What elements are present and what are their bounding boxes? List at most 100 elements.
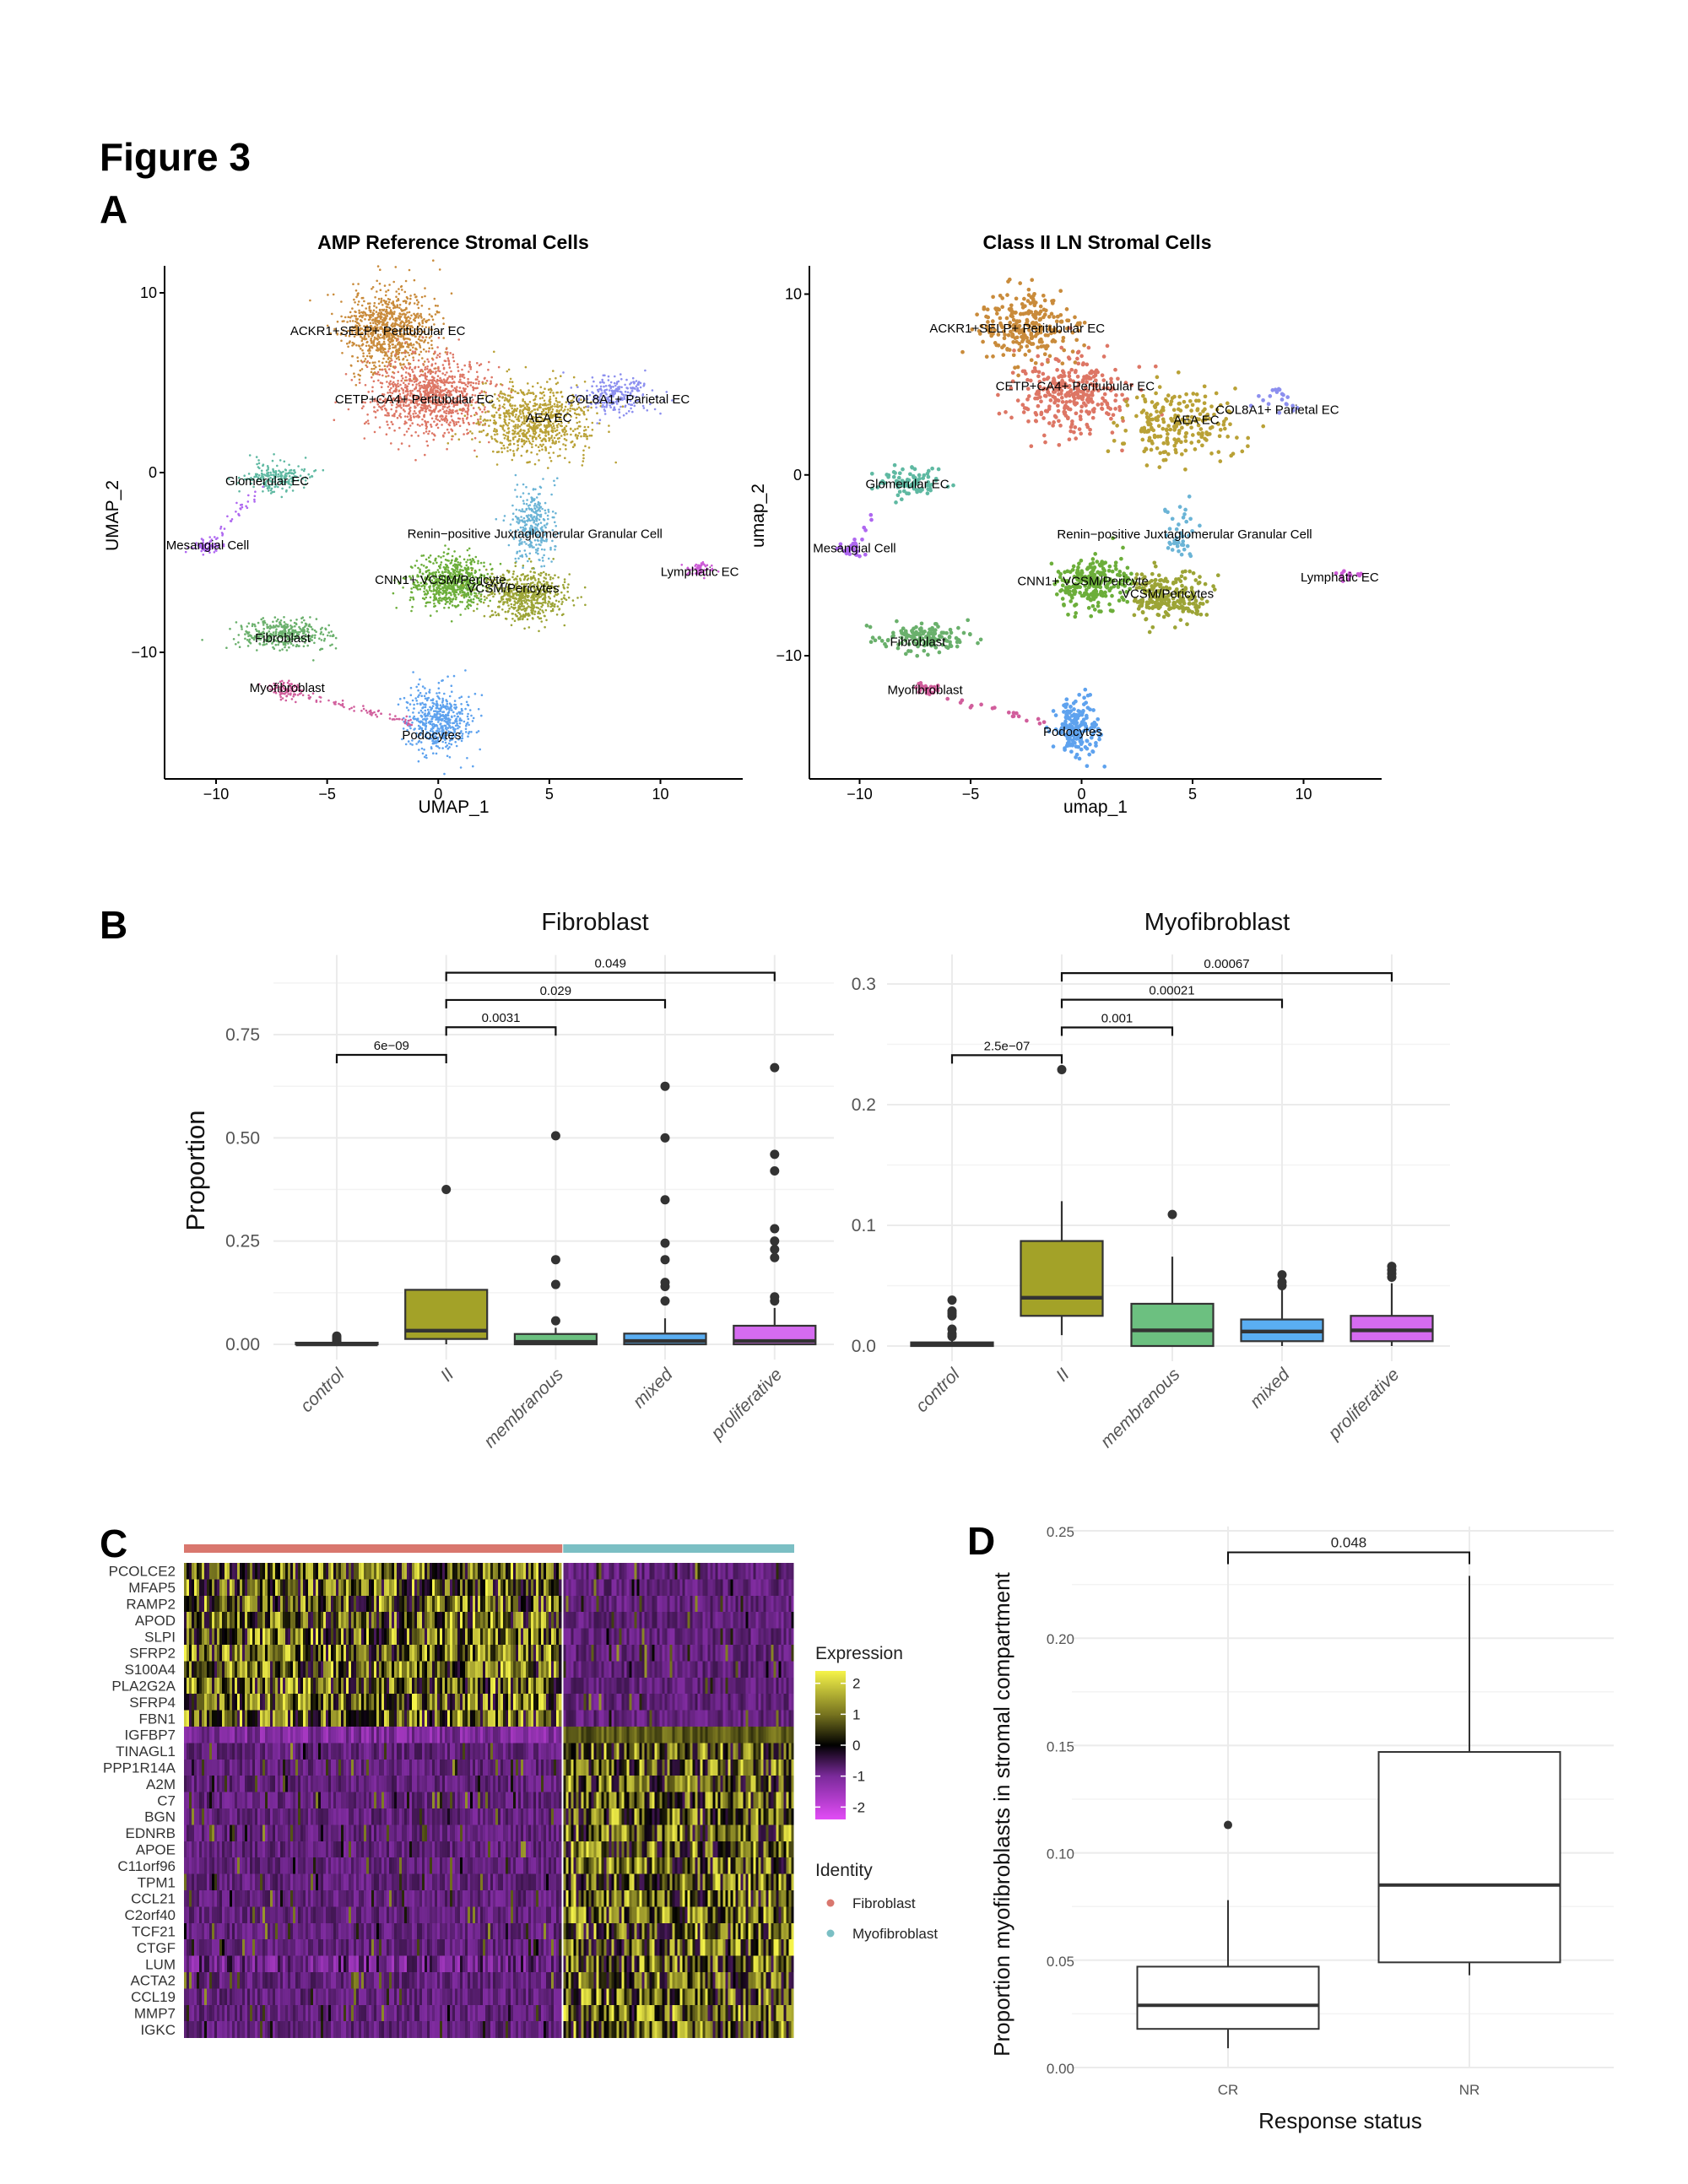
- cell-point: [553, 516, 555, 519]
- cell-point: [506, 411, 509, 414]
- cell-point: [430, 339, 433, 343]
- cell-point: [451, 381, 453, 385]
- cell-point: [402, 389, 405, 392]
- cell-point: [202, 554, 205, 556]
- cell-point: [446, 428, 449, 431]
- cell-point: [436, 354, 439, 357]
- cell-point: [350, 328, 353, 332]
- cell-point: [484, 598, 486, 602]
- cell-point: [451, 604, 454, 607]
- cell-point: [406, 323, 409, 327]
- cell-point: [601, 378, 603, 381]
- cell-point: [425, 319, 429, 322]
- cell-point: [519, 495, 522, 499]
- cell-point: [497, 613, 500, 615]
- cell-point: [455, 560, 457, 562]
- cell-point: [498, 399, 500, 403]
- cell-point: [474, 378, 478, 381]
- cell-point: [365, 365, 369, 369]
- cell-point: [426, 444, 430, 447]
- cell-point: [425, 570, 428, 573]
- cell-point: [424, 295, 426, 298]
- cell-point: [466, 413, 469, 416]
- cell-point: [461, 392, 464, 395]
- cell-point: [456, 363, 459, 365]
- cell-point: [544, 625, 546, 629]
- cell-point: [376, 342, 379, 345]
- cell-point: [500, 596, 503, 598]
- cell-point: [560, 614, 564, 617]
- cell-point: [392, 317, 395, 321]
- cell-point: [451, 377, 454, 381]
- cell-point: [530, 427, 533, 430]
- cell-point: [408, 445, 411, 447]
- cell-point: [398, 318, 402, 322]
- cell-point: [402, 300, 405, 303]
- cell-point: [527, 461, 530, 464]
- cell-point: [511, 504, 514, 507]
- cell-point: [442, 435, 445, 438]
- cell-point: [462, 417, 464, 420]
- cell-point: [582, 432, 586, 435]
- cell-point: [553, 484, 556, 487]
- cell-point: [433, 410, 436, 414]
- cell-point: [538, 516, 542, 518]
- cell-point: [523, 627, 526, 630]
- cell-point: [410, 314, 413, 317]
- cell-point: [377, 311, 381, 315]
- cell-point: [407, 351, 409, 354]
- cell-point: [546, 430, 549, 433]
- cell-point: [446, 569, 450, 571]
- cell-point: [397, 370, 400, 374]
- cell-point: [531, 437, 534, 441]
- cell-point: [560, 375, 562, 378]
- cell-point: [387, 361, 391, 364]
- cell-point: [476, 603, 479, 606]
- cell-point: [421, 423, 424, 426]
- cell-point: [570, 387, 573, 389]
- cell-point: [477, 422, 480, 425]
- cell-point: [408, 338, 412, 341]
- cell-point: [354, 333, 358, 336]
- cell-point: [506, 394, 510, 397]
- cell-point: [483, 561, 485, 565]
- cell-point: [513, 597, 516, 600]
- cell-point: [492, 614, 495, 616]
- cell-point: [447, 431, 451, 434]
- cell-point: [389, 316, 392, 320]
- cell-point: [549, 576, 552, 579]
- cell-point: [522, 408, 525, 412]
- cell-point: [404, 279, 408, 283]
- cell-point: [353, 376, 356, 378]
- cell-point: [421, 330, 425, 333]
- cell-point: [454, 410, 457, 413]
- cell-point: [528, 389, 530, 392]
- cell-point: [365, 313, 368, 316]
- cell-point: [555, 614, 559, 616]
- cell-point: [452, 359, 456, 363]
- cell-point: [380, 311, 383, 314]
- cell-point: [360, 359, 363, 362]
- cell-point: [363, 359, 366, 363]
- cell-point: [521, 421, 524, 424]
- cell-point: [377, 297, 381, 300]
- cell-point: [374, 317, 377, 320]
- cell-point: [576, 437, 579, 440]
- cell-point: [490, 437, 494, 441]
- cell-point: [396, 416, 399, 419]
- cell-point: [535, 517, 538, 520]
- cell-point: [246, 625, 249, 628]
- cell-point: [507, 543, 511, 547]
- cell-point: [429, 409, 431, 412]
- cell-point: [335, 330, 338, 332]
- cell-point: [469, 414, 473, 418]
- cell-point: [451, 438, 453, 441]
- cell-point: [451, 568, 453, 570]
- cell-point: [410, 380, 414, 382]
- cell-point: [532, 440, 534, 443]
- cell-point: [535, 543, 538, 546]
- cell-point: [502, 433, 506, 436]
- cell-point: [423, 360, 426, 363]
- cell-point: [419, 315, 423, 317]
- cell-point: [257, 459, 260, 462]
